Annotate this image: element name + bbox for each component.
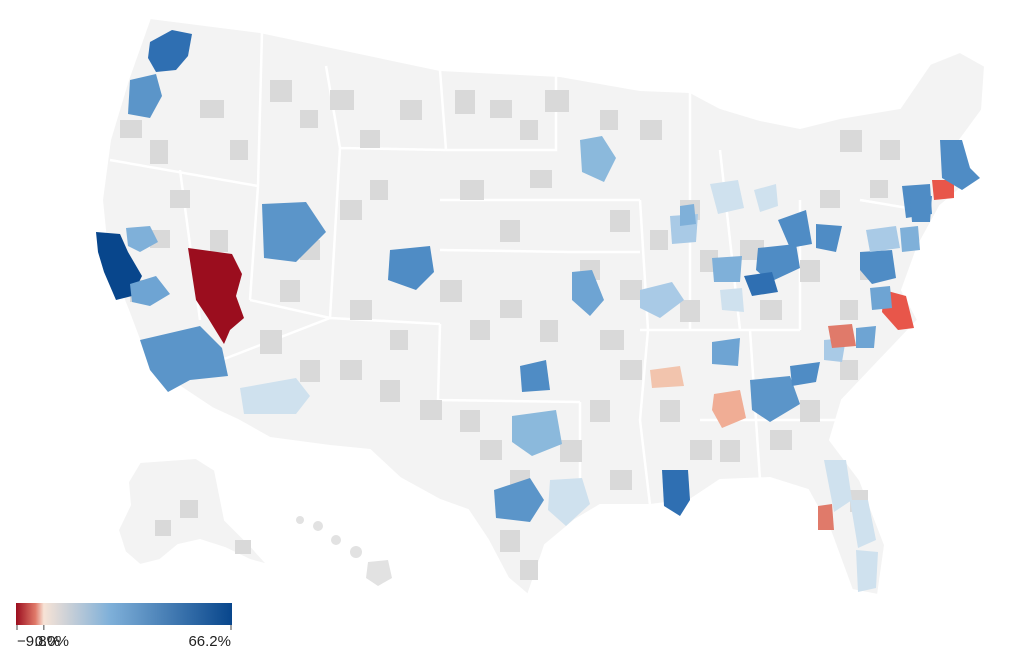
metro-fresno (130, 276, 170, 306)
metro-oklahoma (520, 360, 550, 392)
metro-louisville (720, 288, 744, 312)
metro-orlando (850, 500, 876, 548)
metro-albany (910, 196, 932, 222)
metro-los-angeles (140, 326, 228, 392)
legend-mid-label: 0.0% (35, 633, 69, 650)
metro-miami (856, 550, 878, 592)
legend-max-label: 66.2% (188, 633, 231, 650)
metro-areas-colored (96, 30, 980, 592)
metro-jacksonville (824, 460, 852, 512)
lower-48-states (100, 16, 987, 597)
metro-seattle (148, 30, 192, 72)
metro-columbus (756, 244, 800, 282)
metro-boston (940, 140, 980, 190)
metro-memphis (650, 366, 684, 388)
legend-color-ramp (16, 603, 232, 625)
metro-dc (870, 286, 892, 310)
metro-raleigh (856, 326, 876, 348)
metro-baltimore (860, 250, 896, 284)
metro-cincinnati (744, 272, 778, 296)
metro-atlanta (712, 390, 746, 428)
metro-sf-bay (96, 232, 142, 300)
metro-austin (494, 478, 544, 522)
metro-nashville (712, 338, 740, 366)
metro-detroit (754, 184, 778, 212)
metro-kansas-city (572, 270, 604, 316)
hawaii (296, 516, 392, 586)
metro-knoxville (790, 362, 820, 386)
metro-greensboro (828, 324, 856, 348)
metro-harrisburg (866, 226, 900, 252)
metro-new-orleans (662, 470, 690, 516)
metro-philadelphia (900, 226, 920, 252)
metro-reno-nv (188, 248, 244, 344)
metro-chattanooga (750, 376, 800, 422)
metro-boise (262, 202, 326, 262)
metro-tampa (818, 504, 834, 530)
metro-houston (548, 478, 590, 526)
legend-min-label: −9.8% (17, 633, 60, 650)
metro-denver (388, 246, 434, 290)
metro-minneapolis (580, 136, 616, 182)
metro-sacramento (126, 226, 158, 252)
metro-hartford (932, 180, 954, 200)
metro-madison (680, 204, 696, 226)
metro-st-louis (640, 282, 684, 318)
metro-dallas (512, 410, 562, 456)
metro-portland (128, 74, 162, 118)
metro-cleveland (778, 210, 812, 248)
metro-milwaukee (710, 180, 744, 214)
metro-pittsburgh (816, 224, 842, 252)
metro-phoenix (240, 378, 310, 414)
metro-indianapolis (712, 256, 742, 282)
